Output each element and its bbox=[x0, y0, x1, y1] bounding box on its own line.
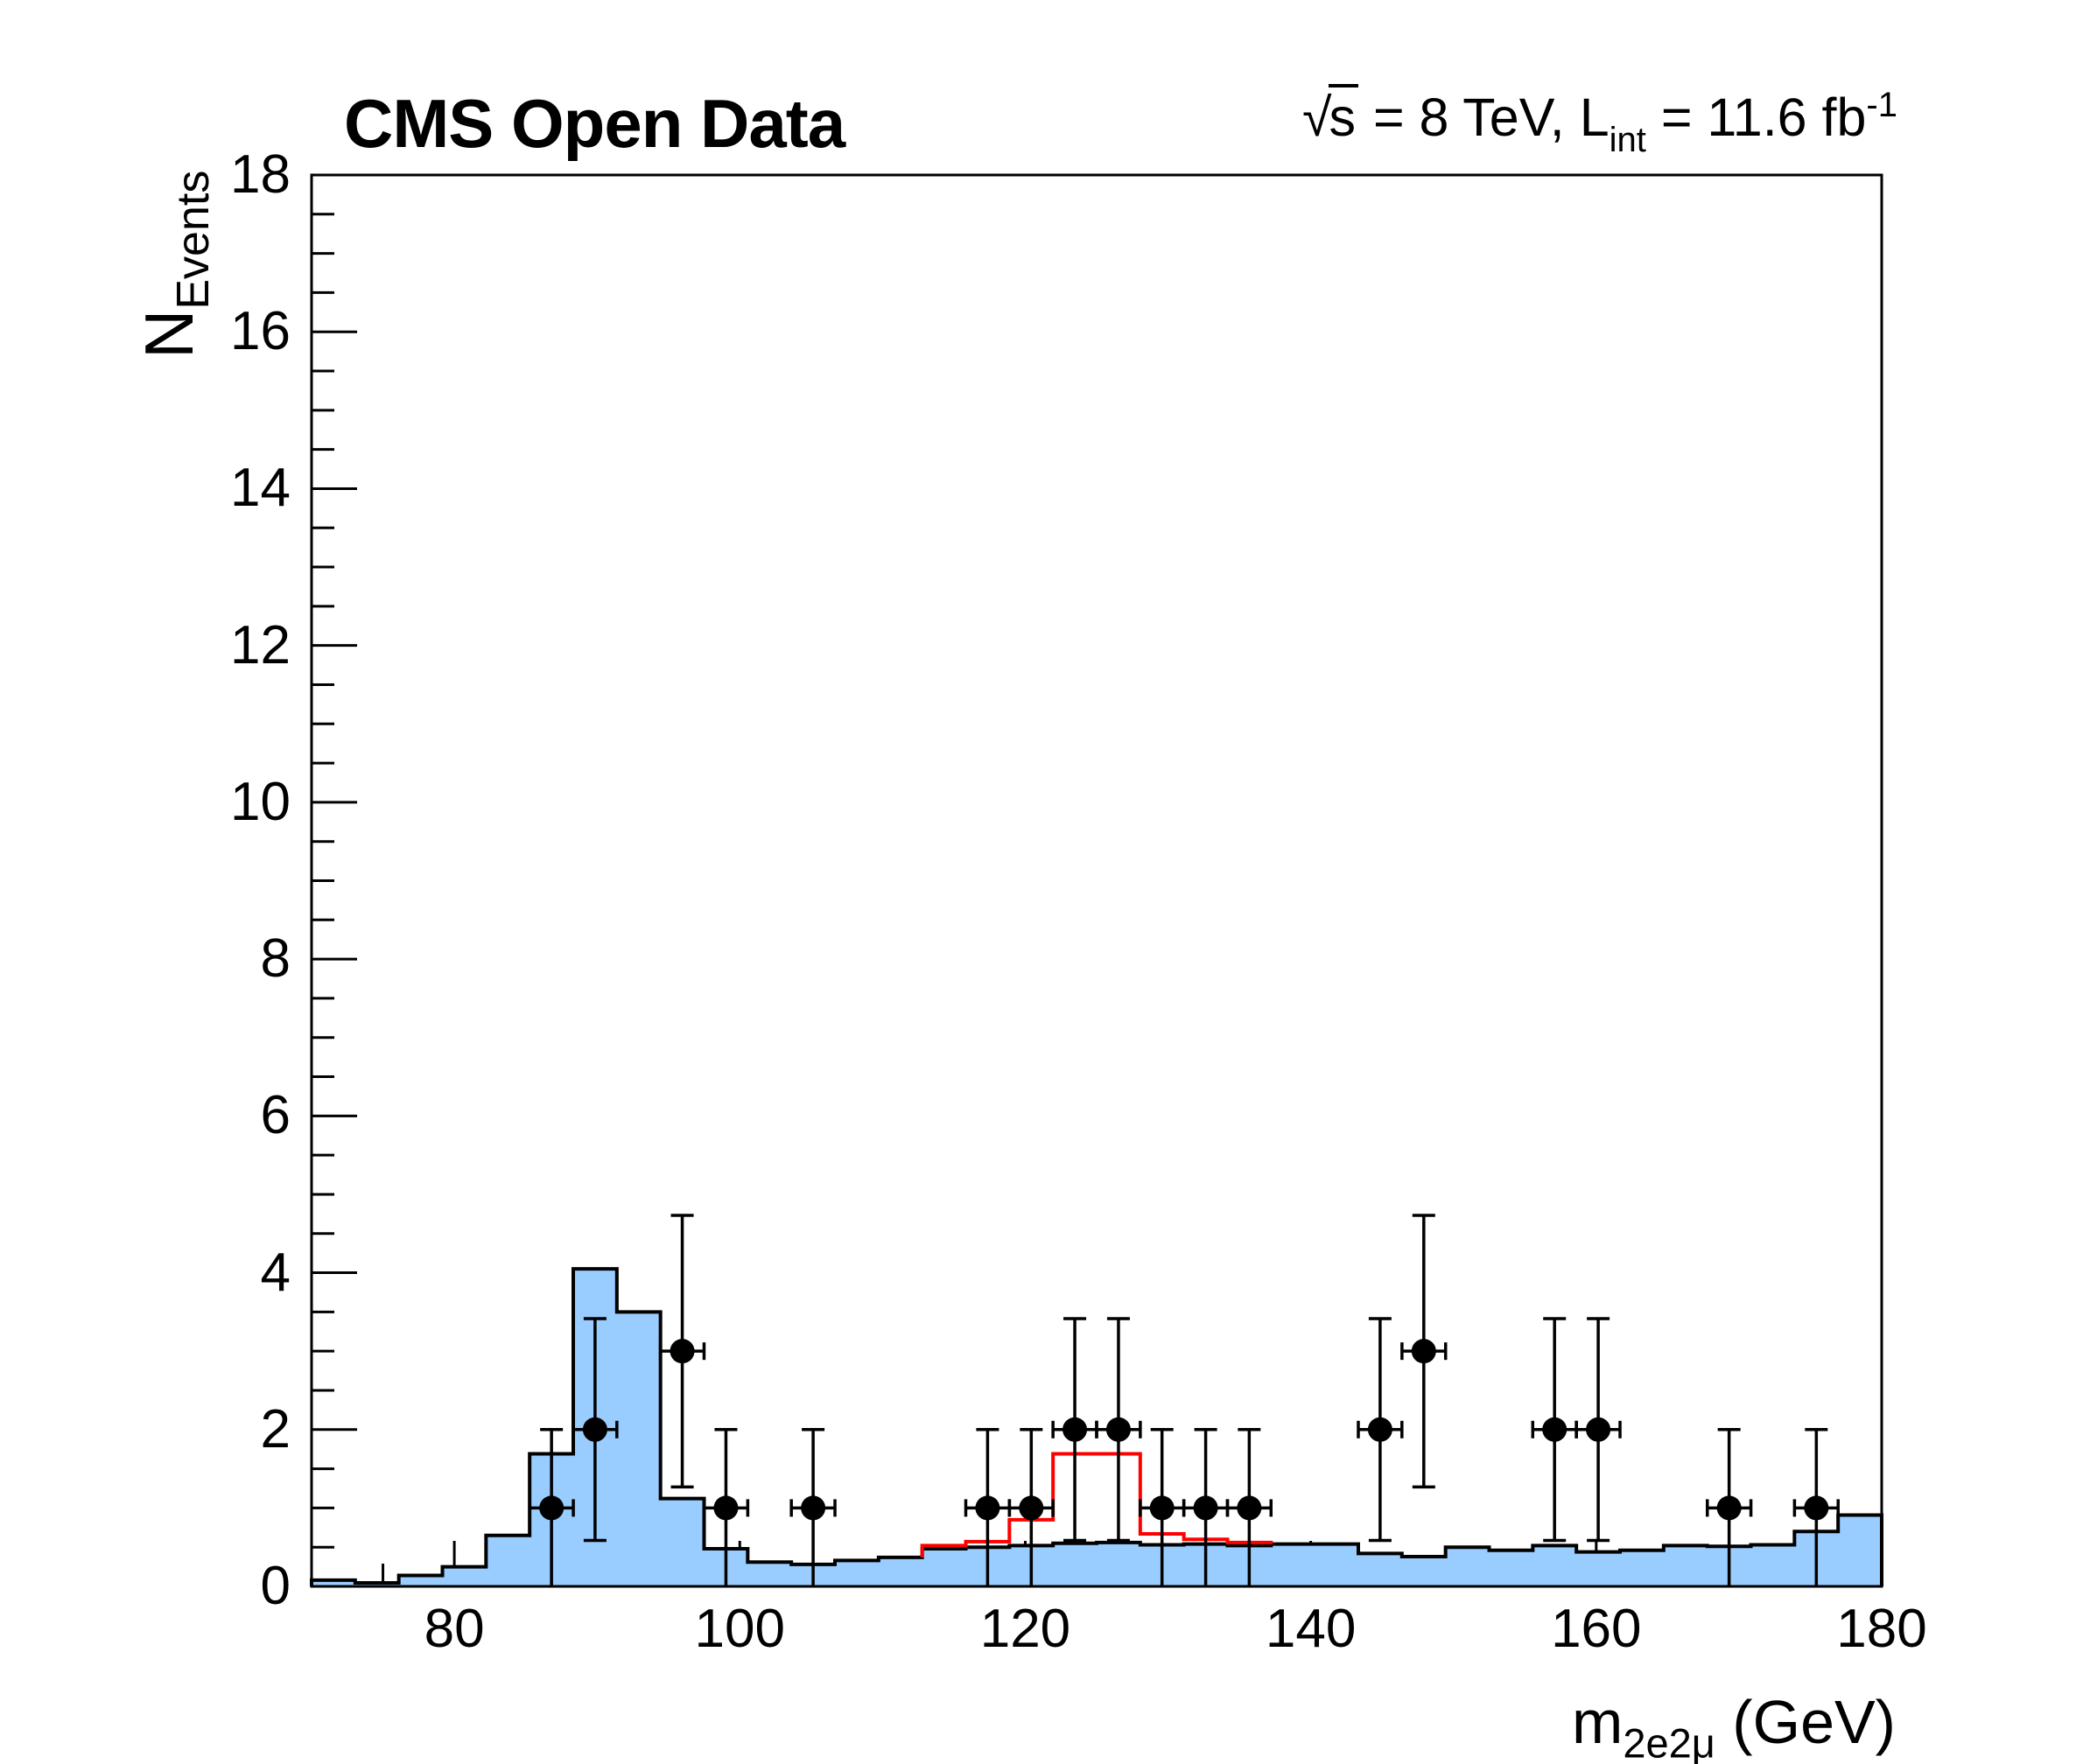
y-tick-label: 2 bbox=[260, 1398, 291, 1460]
data-marker bbox=[1105, 1417, 1131, 1442]
data-marker bbox=[1063, 1417, 1088, 1442]
y-tick-label: 8 bbox=[260, 928, 291, 990]
y-tick-label: 18 bbox=[230, 144, 291, 205]
data-point bbox=[1531, 1317, 1578, 1543]
data-point bbox=[1007, 1428, 1055, 1586]
data-point bbox=[528, 1428, 575, 1586]
x-tick-label: 140 bbox=[1265, 1599, 1357, 1659]
data-marker bbox=[1193, 1495, 1218, 1521]
sqrt-icon: √ bbox=[1302, 88, 1332, 147]
data-marker bbox=[582, 1417, 607, 1442]
data-points bbox=[528, 1214, 1840, 1586]
background-histogram-outline bbox=[310, 1267, 1883, 1586]
data-marker bbox=[1149, 1495, 1175, 1521]
data-marker bbox=[1804, 1495, 1829, 1521]
x-tick-label: 80 bbox=[424, 1599, 485, 1659]
luminosity-label: √s = 8 TeV, Lint = 11.6 fb-1 bbox=[1302, 84, 1897, 160]
x-title-main: m bbox=[1572, 1688, 1624, 1756]
data-marker bbox=[1411, 1339, 1436, 1364]
data-point bbox=[702, 1428, 750, 1586]
x-tick-label: 160 bbox=[1551, 1599, 1642, 1659]
data-point bbox=[1051, 1317, 1098, 1543]
data-point bbox=[1095, 1317, 1142, 1543]
data-point bbox=[658, 1214, 706, 1489]
data-point bbox=[1139, 1428, 1186, 1586]
x-tick-label: 180 bbox=[1836, 1599, 1927, 1659]
y-tick-label: 6 bbox=[260, 1085, 291, 1146]
sqrt-s: s bbox=[1328, 84, 1358, 147]
data-marker bbox=[801, 1495, 826, 1521]
x-title-unit: (GeV) bbox=[1715, 1688, 1896, 1756]
data-point bbox=[1705, 1428, 1753, 1586]
data-marker bbox=[1367, 1417, 1392, 1442]
data-marker bbox=[1716, 1495, 1742, 1521]
data-point bbox=[1357, 1317, 1404, 1543]
y-tick-label: 12 bbox=[230, 614, 291, 676]
data-point bbox=[1792, 1428, 1840, 1586]
x-tick-label: 120 bbox=[979, 1599, 1071, 1659]
data-point bbox=[789, 1428, 837, 1586]
lumi-mid: = 8 TeV, L bbox=[1358, 88, 1610, 147]
data-point bbox=[572, 1317, 619, 1543]
lumi-exponent: -1 bbox=[1866, 86, 1897, 124]
data-marker bbox=[539, 1495, 565, 1521]
data-marker bbox=[713, 1495, 739, 1521]
data-marker bbox=[670, 1339, 695, 1364]
y-tick-label: 0 bbox=[260, 1556, 291, 1616]
plot-frame bbox=[310, 173, 1883, 1588]
axis-ticks bbox=[312, 173, 1883, 1588]
data-marker bbox=[975, 1495, 1000, 1521]
data-point bbox=[1575, 1317, 1622, 1543]
data-marker bbox=[1586, 1417, 1611, 1442]
lumi-value: = 11.6 fb bbox=[1645, 88, 1867, 147]
data-point bbox=[964, 1428, 1012, 1586]
y-tick-label: 10 bbox=[230, 771, 291, 832]
y-tick-label: 14 bbox=[230, 458, 291, 519]
data-marker bbox=[1237, 1495, 1262, 1521]
signal-histogram-line bbox=[920, 1452, 1273, 1558]
y-tick-label: 4 bbox=[260, 1242, 291, 1303]
x-tick-label: 100 bbox=[694, 1599, 785, 1659]
lumi-subscript: int bbox=[1609, 121, 1646, 159]
x-title-subscript: 2e2μ bbox=[1623, 1719, 1715, 1764]
y-tick-label: 16 bbox=[230, 301, 291, 362]
page-title: CMS Open Data bbox=[344, 85, 845, 162]
x-axis-title: m2e2μ (GeV) bbox=[1572, 1687, 1896, 1764]
data-point bbox=[1225, 1428, 1273, 1586]
data-marker bbox=[1542, 1417, 1568, 1442]
data-marker bbox=[1019, 1495, 1044, 1521]
data-point bbox=[1400, 1214, 1448, 1489]
